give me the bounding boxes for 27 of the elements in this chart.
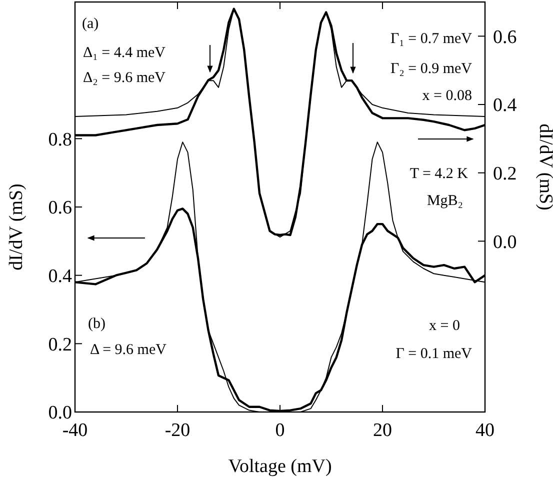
annotation: (a) bbox=[82, 16, 99, 32]
x-tick-label: 0 bbox=[275, 420, 285, 441]
y2-tick-label: 0.2 bbox=[493, 163, 517, 184]
x-tick-label: 40 bbox=[476, 420, 494, 441]
y-tick-label: 0.6 bbox=[48, 198, 72, 219]
y-axis-title: dI/dV (mS) bbox=[6, 184, 27, 270]
annotation: Δ₂ = 9.6 meV bbox=[83, 70, 166, 86]
y2-tick-label: 0.6 bbox=[493, 26, 517, 48]
annotation: Δ₁ = 4.4 meV bbox=[83, 45, 166, 61]
annotation: x = 0 bbox=[429, 318, 460, 334]
annotation: (b) bbox=[88, 316, 106, 332]
y-tick-label: 0.2 bbox=[48, 334, 72, 356]
annotation: MgB₂ bbox=[426, 193, 464, 209]
y2-tick-label: 0.4 bbox=[493, 95, 518, 116]
x-tick-label: 20 bbox=[373, 420, 392, 441]
annotation: T = 4.2 K bbox=[410, 166, 468, 182]
y-tick-label: 0.4 bbox=[48, 266, 72, 287]
x-axis-title: Voltage (mV) bbox=[228, 456, 332, 477]
y-tick-label: 0.8 bbox=[48, 129, 72, 150]
y2-tick-label: 0.0 bbox=[493, 232, 517, 253]
x-tick-label: -20 bbox=[164, 420, 190, 441]
annotation: x = 0.08 bbox=[422, 88, 472, 104]
annotation: Γ₂ = 0.9 meV bbox=[390, 61, 472, 77]
annotation: Γ₁ = 0.7 meV bbox=[390, 31, 472, 47]
annotation: Γ = 0.1 meV bbox=[396, 346, 472, 362]
y2-axis-title: dI/dV (mS) bbox=[535, 124, 553, 210]
annotation: Δ = 9.6 meV bbox=[90, 342, 167, 358]
